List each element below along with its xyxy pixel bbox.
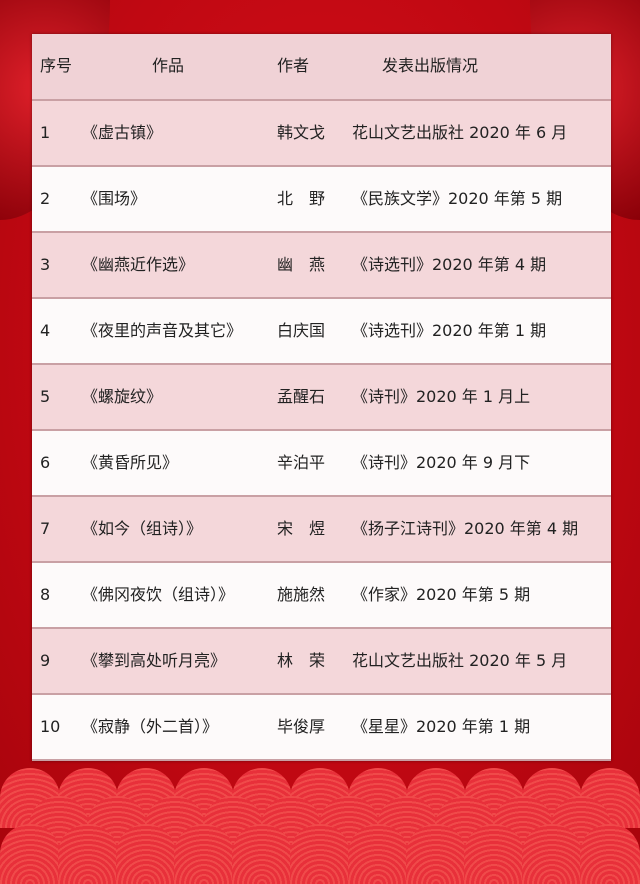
row-work: 《攀到高处听月亮》 — [82, 628, 277, 695]
row-publication: 《作家》2020 年第 5 期 — [352, 562, 611, 629]
wave-shape — [232, 824, 292, 884]
row-no: 8 — [32, 562, 82, 629]
row-work: 《幽燕近作选》 — [82, 232, 277, 299]
row-publication: 《诗选刊》2020 年第 4 期 — [352, 232, 611, 299]
header-work: 作品 — [82, 34, 277, 101]
wave-shape — [0, 824, 60, 884]
row-no: 10 — [32, 694, 82, 761]
row-publication: 《星星》2020 年第 1 期 — [352, 694, 611, 761]
row-publication: 《诗选刊》2020 年第 1 期 — [352, 298, 611, 365]
row-work: 《螺旋纹》 — [82, 364, 277, 431]
row-author: 林 荣 — [277, 628, 352, 695]
row-author: 毕俊厚 — [277, 694, 352, 761]
wave-shape — [522, 824, 582, 884]
wave-shape — [174, 824, 234, 884]
row-no: 1 — [32, 100, 82, 167]
row-work: 《黄昏所见》 — [82, 430, 277, 497]
row-work: 《佛冈夜饮（组诗）》 — [82, 562, 277, 629]
row-no: 5 — [32, 364, 82, 431]
publication-table: 序号 作品 作者 发表出版情况 1 《虚古镇》 韩文戈 花山文艺出版社 2020 年 … — [32, 34, 611, 761]
row-author: 孟醒石 — [277, 364, 352, 431]
wave-shape — [290, 824, 350, 884]
table-row: 5 《螺旋纹》 孟醒石 《诗刊》2020 年 1 月上 — [32, 364, 611, 431]
row-work: 《围场》 — [82, 166, 277, 233]
table-row: 1 《虚古镇》 韩文戈 花山文艺出版社 2020 年 6 月 — [32, 100, 611, 167]
wave-shape — [464, 824, 524, 884]
table-row: 8 《佛冈夜饮（组诗）》 施施然 《作家》2020 年第 5 期 — [32, 562, 611, 629]
wave-shape — [116, 824, 176, 884]
header-publication: 发表出版情况 — [352, 34, 611, 101]
row-author: 北 野 — [277, 166, 352, 233]
row-no: 2 — [32, 166, 82, 233]
row-work: 《夜里的声音及其它》 — [82, 298, 277, 365]
row-publication: 《诗刊》2020 年 9 月下 — [352, 430, 611, 497]
row-publication: 《扬子江诗刊》2020 年第 4 期 — [352, 496, 611, 563]
wave-shape — [58, 824, 118, 884]
row-work: 《虚古镇》 — [82, 100, 277, 167]
table-row: 3 《幽燕近作选》幽 燕《诗选刊》2020 年第 4 期 — [32, 232, 611, 299]
row-author: 韩文戈 — [277, 100, 352, 167]
row-publication: 花山文艺出版社 2020 年 6 月 — [352, 100, 611, 167]
header-author: 作者 — [277, 34, 352, 101]
table-row: 7 《如今（组诗）》宋 煜《扬子江诗刊》2020 年第 4 期 — [32, 496, 611, 563]
table-row: 10 《寂静（外二首）》 毕俊厚 《星星》2020 年第 1 期 — [32, 694, 611, 761]
row-work: 《寂静（外二首）》 — [82, 694, 277, 761]
row-author: 白庆国 — [277, 298, 352, 365]
row-no: 4 — [32, 298, 82, 365]
row-no: 7 — [32, 496, 82, 563]
row-publication: 花山文艺出版社 2020 年 5 月 — [352, 628, 611, 695]
row-author: 幽 燕 — [277, 232, 352, 299]
table-row: 6 《黄昏所见》 辛泊平 《诗刊》2020 年 9 月下 — [32, 430, 611, 497]
table-header-row: 序号 作品 作者 发表出版情况 — [32, 34, 611, 101]
wave-shape — [406, 824, 466, 884]
row-no: 3 — [32, 232, 82, 299]
row-publication: 《诗刊》2020 年 1 月上 — [352, 364, 611, 431]
row-publication: 《民族文学》2020 年第 5 期 — [352, 166, 611, 233]
row-author: 施施然 — [277, 562, 352, 629]
row-author: 辛泊平 — [277, 430, 352, 497]
row-author: 宋 煜 — [277, 496, 352, 563]
table-row: 4 《夜里的声音及其它》 白庆国 《诗选刊》2020 年第 1 期 — [32, 298, 611, 365]
row-no: 9 — [32, 628, 82, 695]
row-no: 6 — [32, 430, 82, 497]
wave-shape — [348, 824, 408, 884]
header-no: 序号 — [32, 34, 82, 101]
wave-shape — [580, 824, 640, 884]
row-work: 《如今（组诗）》 — [82, 496, 277, 563]
table-row: 9 《攀到高处听月亮》林 荣花山文艺出版社 2020 年 5 月 — [32, 628, 611, 695]
table-row: 2 《围场》北 野《民族文学》2020 年第 5 期 — [32, 166, 611, 233]
